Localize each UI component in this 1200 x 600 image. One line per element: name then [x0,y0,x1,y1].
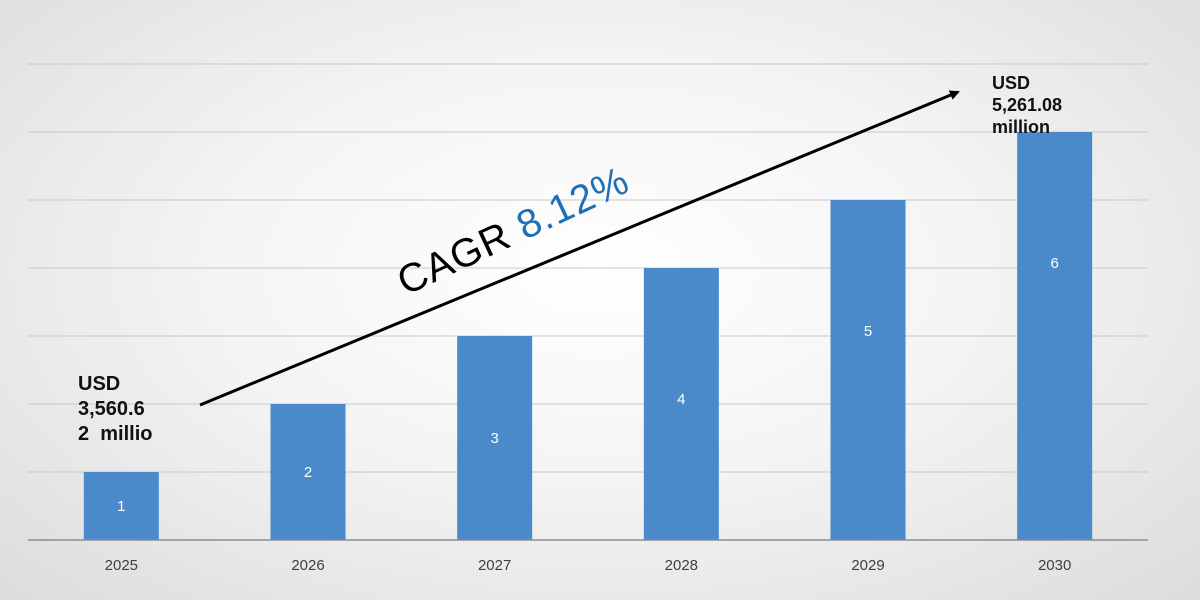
bar-2030 [1017,132,1093,540]
bar-data-label: 2 [304,464,312,481]
end-value-line-1: USD [992,73,1031,93]
x-tick-label: 2025 [105,557,138,574]
x-tick-label: 2030 [1038,557,1071,574]
bar-2026 [270,404,346,540]
end-value-annotation: USD 5,261.08 million [992,72,1062,138]
bar-2027 [457,336,533,540]
x-tick-label: 2027 [478,557,511,574]
bar-data-label: 6 [1050,255,1058,272]
start-value-line-1: USD [78,373,121,395]
growth-arrow [199,90,960,407]
gridlines [28,63,1148,473]
x-tick-label: 2026 [291,557,324,574]
start-value-annotation: USD 3,560.6 2 millio [78,372,152,447]
bar-data-label: 1 [117,498,125,515]
bar-data-label: 4 [677,391,685,408]
x-axis-tick-labels: 2025 2026 2027 2028 2029 2030 [105,557,1072,574]
bar-2029 [830,200,906,540]
end-value-line-3: million [992,117,1050,137]
start-value-line-3: 2 millio [78,423,153,445]
x-tick-label: 2029 [851,557,884,574]
x-tick-label: 2028 [665,557,698,574]
bar-data-label: 3 [490,430,498,447]
bar-2028 [643,268,719,540]
bar-data-labels: 1 2 3 4 5 6 [117,255,1059,515]
bars [83,132,1093,540]
bar-data-label: 5 [864,323,872,340]
end-value-line-2: 5,261.08 [992,95,1063,115]
bar-2025 [83,472,159,540]
start-value-line-2: 3,560.6 [78,398,145,420]
